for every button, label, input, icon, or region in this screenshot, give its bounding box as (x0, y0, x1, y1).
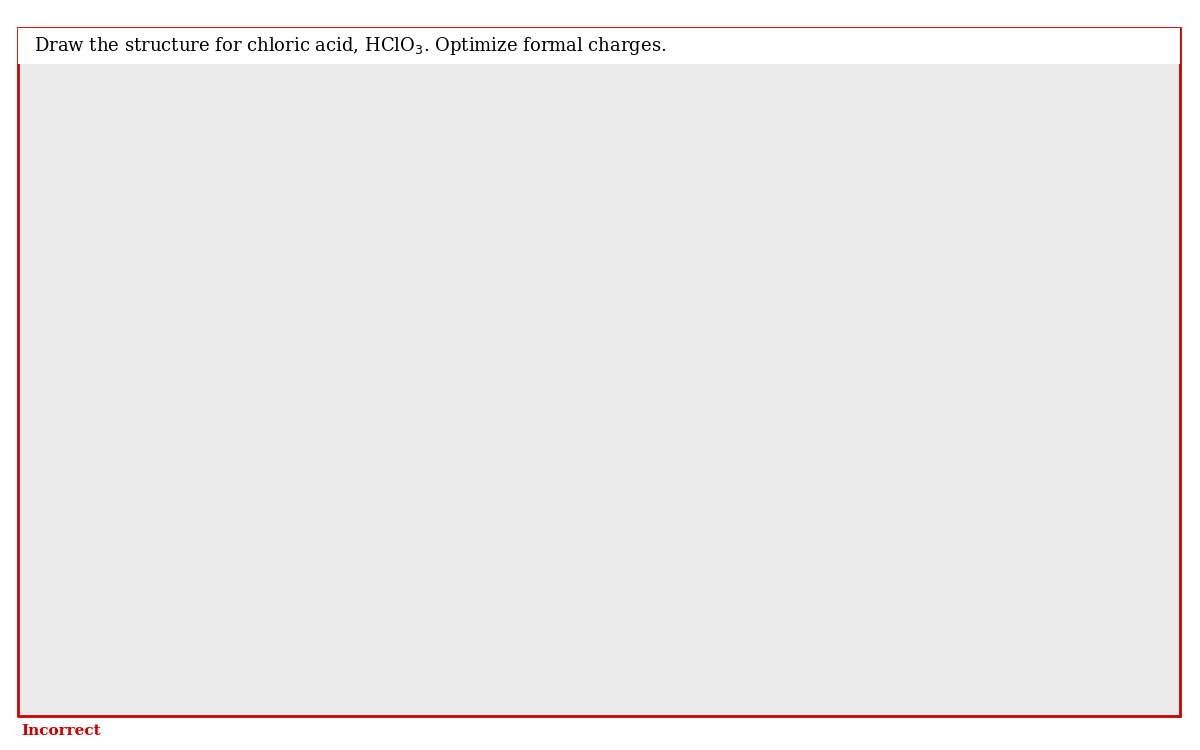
Text: H: H (634, 322, 647, 336)
Text: Cl: Cl (502, 358, 518, 372)
Text: Incorrect: Incorrect (22, 724, 101, 738)
Text: O: O (565, 322, 578, 336)
Text: O: O (504, 430, 516, 443)
Text: Draw the structure for chloric acid, HClO$_3$. Optimize formal charges.: Draw the structure for chloric acid, HCl… (34, 34, 666, 57)
Text: O: O (442, 322, 455, 336)
